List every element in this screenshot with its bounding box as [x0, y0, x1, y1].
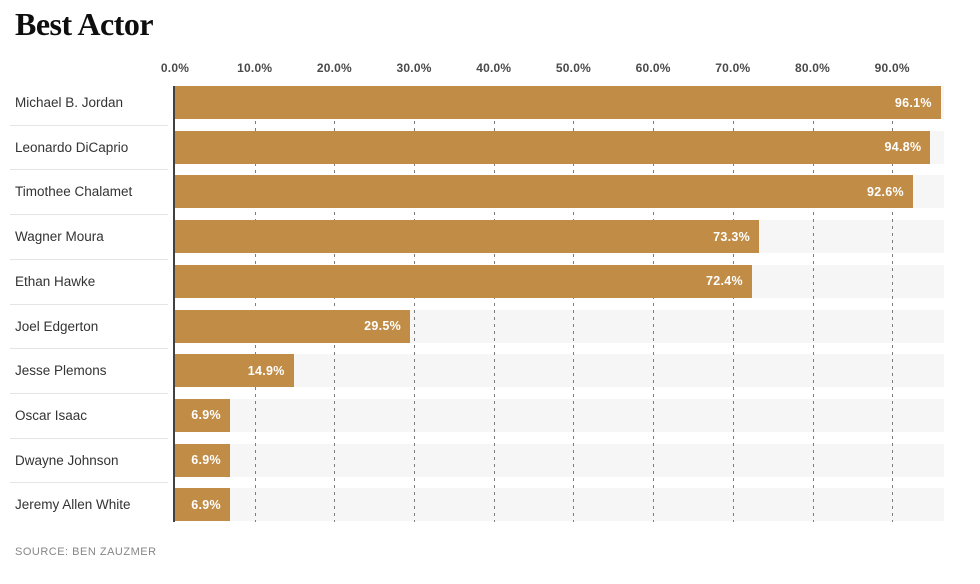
category-label-column: Michael B. Jordan Leonardo DiCaprio Timoth…	[0, 86, 175, 522]
gridline	[573, 86, 575, 522]
gridline	[254, 86, 256, 522]
x-tick-label: 10.0%	[237, 61, 273, 75]
bar-value-label: 29.5%	[364, 319, 402, 333]
row-separator	[10, 214, 168, 216]
row-separator	[10, 348, 168, 350]
gridline	[414, 86, 416, 522]
row-separator	[10, 258, 168, 260]
category-label: Joel Edgerton	[15, 318, 99, 334]
row-separator	[10, 392, 168, 394]
bar-value-label: 94.8%	[884, 140, 922, 155]
bar-value-label: 14.9%	[247, 363, 285, 378]
gridline	[812, 86, 814, 522]
category-label: Ethan Hawke	[15, 273, 96, 289]
category-label: Leonardo DiCaprio	[15, 139, 129, 155]
bar-value-label: 72.4%	[705, 274, 743, 289]
y-axis-line	[173, 86, 175, 522]
category-label: Jesse Plemons	[15, 363, 107, 379]
bar-value-label: 6.9%	[191, 453, 221, 468]
bar: 29.5%	[175, 309, 411, 343]
source-note: SOURCE: BEN ZAUZMER	[15, 546, 157, 558]
row-separator	[10, 482, 168, 484]
bar: 6.9%	[175, 443, 230, 477]
category-label: Oscar Isaac	[15, 407, 88, 423]
category-label: Jeremy Allen White	[15, 497, 131, 513]
bar: 72.4%	[175, 264, 752, 298]
bar-value-label: 6.9%	[191, 408, 221, 423]
row-separator	[10, 169, 168, 171]
bar: 14.9%	[175, 354, 294, 388]
bar: 6.9%	[175, 488, 230, 522]
gridline	[732, 86, 734, 522]
bar: 92.6%	[175, 175, 913, 209]
x-tick-label: 30.0%	[396, 61, 432, 75]
plot-area: 96.1% 94.8% 92.6% 73.3% 72.4% 29.5% 14.9% 6.9% 6…	[173, 86, 944, 522]
row-separator	[10, 437, 168, 439]
x-tick-label: 40.0%	[476, 61, 512, 75]
x-tick-label: 80.0%	[794, 61, 831, 75]
chart-title: Best Actor	[15, 6, 154, 42]
x-tick-label: 60.0%	[635, 61, 671, 75]
bar: 73.3%	[175, 220, 760, 254]
gridline	[334, 86, 336, 522]
x-tick-label: 70.0%	[715, 61, 751, 75]
x-tick-label: 0.0%	[160, 61, 190, 75]
bar-track	[175, 443, 944, 477]
row-separator	[10, 303, 168, 305]
bar-value-label: 73.3%	[713, 229, 751, 244]
x-tick-label: 20.0%	[316, 61, 352, 75]
gridline	[493, 86, 495, 522]
gridline	[892, 86, 894, 522]
bar-value-label: 6.9%	[191, 497, 221, 512]
category-label: Wagner Moura	[15, 229, 104, 245]
bar-track	[175, 398, 944, 432]
bar: 96.1%	[175, 86, 941, 119]
bar-track	[175, 354, 944, 388]
row-separator	[10, 124, 168, 126]
bar-track	[175, 488, 944, 522]
category-label: Dwayne Johnson	[15, 452, 119, 468]
x-tick-label: 50.0%	[555, 61, 591, 75]
bar-value-label: 92.6%	[866, 184, 904, 199]
x-axis: 0.0% 10.0% 20.0% 30.0% 40.0% 50.0% 60.0% 70.0% 8…	[161, 58, 944, 80]
x-tick-label: 90.0%	[874, 61, 910, 75]
category-label: Michael B. Jordan	[15, 95, 124, 110]
bar-value-label: 96.1%	[894, 95, 932, 110]
bar: 6.9%	[175, 398, 230, 432]
gridline	[653, 86, 655, 522]
bar: 94.8%	[175, 130, 931, 164]
category-label: Timothee Chalamet	[15, 184, 133, 200]
